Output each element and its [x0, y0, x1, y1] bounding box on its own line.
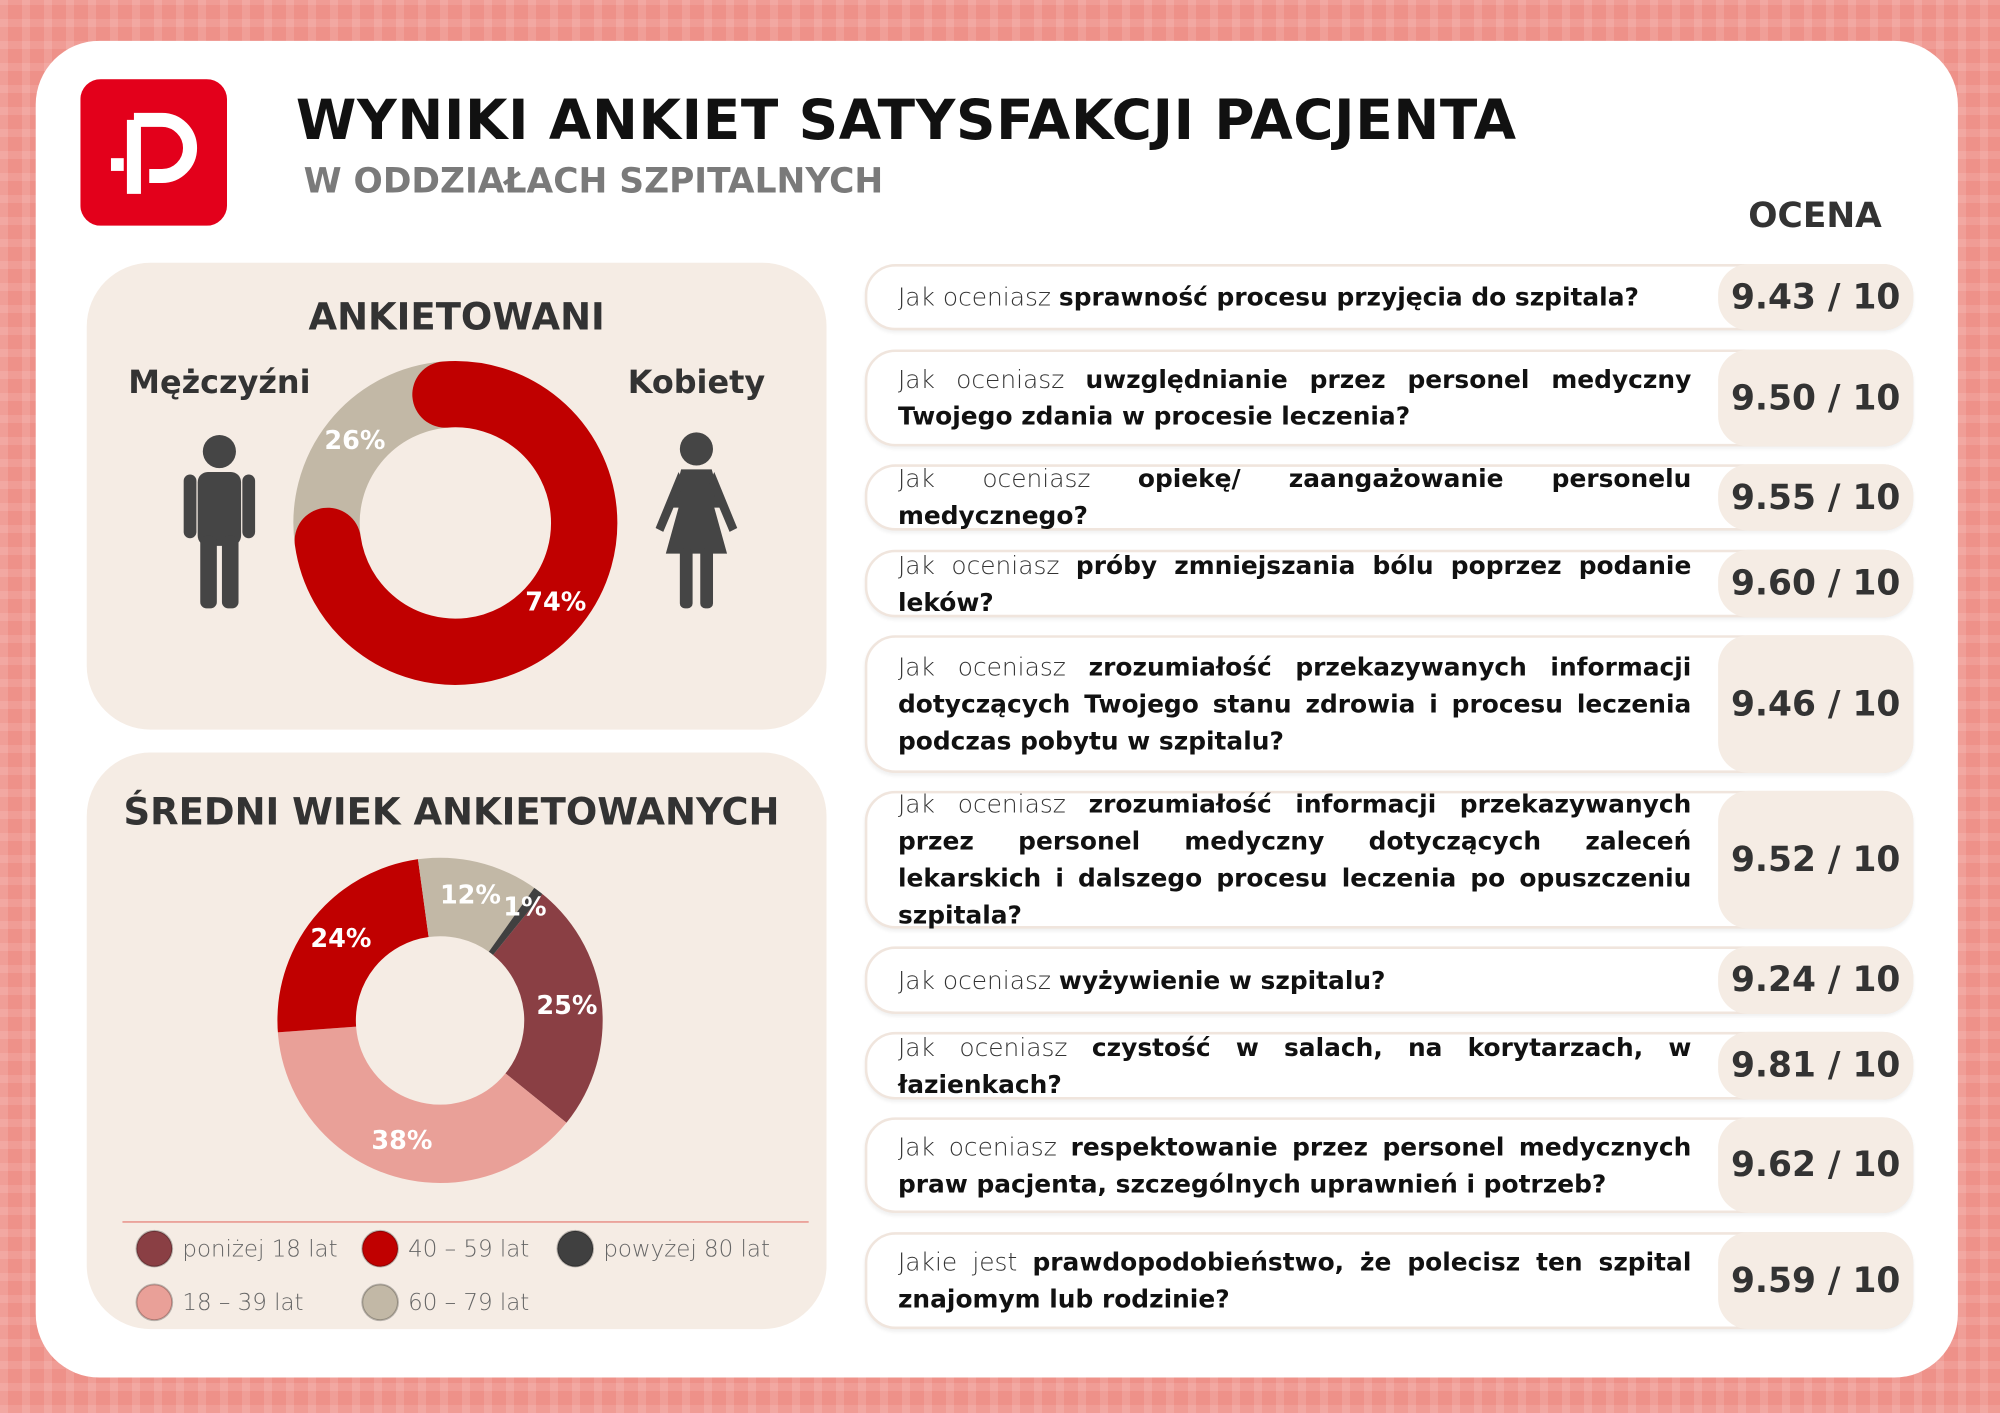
chart-title: ANKIETOWANI: [308, 295, 604, 338]
title: WYNIKI ANKIET SATYSFAKCJI PACJENTA: [295, 89, 1517, 154]
logo-dot: [110, 158, 124, 171]
question-bold: czystość w salach, na korytarzach, w łaz…: [897, 1032, 1692, 1099]
question-text: Jak oceniasz zrozumiałość informacji prz…: [898, 786, 1691, 934]
logo-shape: [133, 112, 198, 184]
question-prefix: Jak oceniasz: [897, 364, 1065, 395]
question-text: Jak oceniasz uwzględnianie przez persone…: [898, 361, 1691, 435]
value-label: 26%: [324, 426, 385, 456]
question-row: Jak oceniasz opiekę/ zaangażowanie perso…: [864, 464, 1914, 531]
question-bold: uwzględnianie przez personel medyczny Tw…: [897, 364, 1692, 432]
question-row: Jakie jest prawdopodobieństwo, że poleci…: [864, 1232, 1914, 1330]
question-row: Jak oceniasz wyżywienie w szpitalu? 9.24 …: [864, 946, 1914, 1015]
legend-label: 18 – 39 lat: [182, 1290, 303, 1316]
legend-marker: [361, 1229, 399, 1268]
question-prefix: Jak oceniasz: [897, 282, 1051, 312]
question-text: Jak oceniasz próby zmniejszania bólu pop…: [898, 547, 1691, 621]
donut-segment: [492, 893, 604, 1124]
value-label: 25%: [536, 991, 597, 1021]
score: 9.59 / 10: [1718, 1232, 1914, 1330]
question-text: Jak oceniasz czystość w salach, na koryt…: [898, 1029, 1691, 1103]
question-prefix: Jak oceniasz: [897, 464, 1091, 494]
legend-label: 40 – 59 lat: [408, 1236, 529, 1262]
score: 9.43 / 10: [1718, 264, 1914, 331]
question-prefix: Jak oceniasz: [897, 652, 1066, 682]
legend-marker: [361, 1283, 399, 1322]
question-prefix: Jak oceniasz: [897, 789, 1066, 819]
score: 9.55 / 10: [1718, 464, 1914, 531]
value-label: 12%: [440, 881, 501, 911]
value-label: 38%: [371, 1126, 432, 1156]
legend-label: 60 – 79 lat: [408, 1290, 529, 1316]
question-text: Jakie jest prawdopodobieństwo, że poleci…: [898, 1244, 1691, 1318]
donut-segment: [276, 858, 430, 1033]
question-row: Jak oceniasz uwzględnianie przez persone…: [864, 349, 1914, 447]
score: 9.62 / 10: [1718, 1117, 1914, 1214]
question-bold: zrozumiałość informacji przekazywanych p…: [897, 789, 1692, 930]
score: 9.52 / 10: [1718, 790, 1914, 929]
donut-segment: [417, 857, 535, 953]
donut-segment: [277, 1025, 567, 1184]
panel: [86, 752, 827, 1330]
question-bold: opiekę/ zaangażowanie personelu medyczne…: [897, 464, 1692, 531]
donut-gap: [276, 856, 604, 1185]
score: 9.24 / 10: [1718, 946, 1914, 1015]
score: 9.46 / 10: [1718, 635, 1914, 773]
woman-icon: [655, 432, 738, 609]
question-row: Jak oceniasz sprawność procesu przyjęcia…: [864, 264, 1914, 331]
legend-label: powyżej 80 lat: [603, 1236, 770, 1262]
question-bold: próby zmniejszania bólu poprzez podanie …: [897, 550, 1692, 617]
question-text: Jak oceniasz opiekę/ zaangażowanie perso…: [898, 460, 1691, 534]
legend-marker: [135, 1283, 174, 1322]
question-text: Jak oceniasz wyżywienie w szpitalu?: [898, 962, 1691, 999]
question-prefix: Jak oceniasz: [897, 1132, 1057, 1162]
question-bold: zrozumiałość przekazywanych informacji d…: [897, 652, 1692, 756]
ratings-header: OCENA: [1748, 196, 1882, 236]
score: 9.81 / 10: [1718, 1031, 1914, 1100]
question-text: Jak oceniasz sprawność procesu przyjęcia…: [898, 279, 1691, 316]
legend-label: poniżej 18 lat: [182, 1236, 337, 1262]
question-bold: respektowanie przez personel medycznych …: [897, 1132, 1692, 1199]
value-label: 1%: [503, 893, 546, 923]
score: 9.50 / 10: [1718, 349, 1914, 447]
donut-segment: [294, 360, 618, 685]
category-label: Mężczyźni: [128, 363, 310, 401]
chart-title: ŚREDNI WIEK ANKIETOWANYCH: [124, 789, 780, 833]
category-label: Kobiety: [628, 363, 766, 401]
donut-segment: [488, 887, 543, 956]
question-prefix: Jak oceniasz: [897, 550, 1060, 580]
question-text: Jak oceniasz respektowanie przez persone…: [898, 1128, 1691, 1202]
legend-marker: [556, 1229, 595, 1268]
question-row: Jak oceniasz zrozumiałość przekazywanych…: [864, 635, 1914, 773]
question-bold: sprawność procesu przyjęcia do szpitala?: [1058, 282, 1639, 312]
logo-bg: [80, 79, 228, 226]
subtitle: W ODDZIAŁACH SZPITALNYCH: [303, 161, 884, 202]
question-row: Jak oceniasz czystość w salach, na koryt…: [864, 1029, 1914, 1103]
question-prefix: Jak oceniasz: [897, 965, 1051, 995]
legend-marker: [135, 1229, 174, 1268]
value-label: 24%: [310, 924, 371, 954]
score: 9.60 / 10: [1718, 549, 1914, 618]
question-bold: wyżywienie w szpitalu?: [1058, 965, 1386, 995]
question-text: Jak oceniasz zrozumiałość przekazywanych…: [898, 649, 1691, 760]
question-bold: prawdopodobieństwo, że polecisz ten szpi…: [897, 1247, 1692, 1314]
question-row: Jak oceniasz zrozumiałość informacji prz…: [864, 790, 1914, 930]
man-icon: [183, 434, 256, 609]
logo: [80, 79, 228, 226]
value-label: 74%: [525, 588, 586, 618]
question-row: Jak oceniasz respektowanie przez persone…: [864, 1117, 1914, 1214]
charts: ANKIETOWANI Mężczyźni Kobiety ŚREDNI WIE…: [122, 295, 809, 1322]
question-row: Jak oceniasz próby zmniejszania bólu pop…: [864, 547, 1914, 621]
question-prefix: Jakie jest: [897, 1247, 1018, 1277]
question-prefix: Jak oceniasz: [897, 1032, 1068, 1062]
